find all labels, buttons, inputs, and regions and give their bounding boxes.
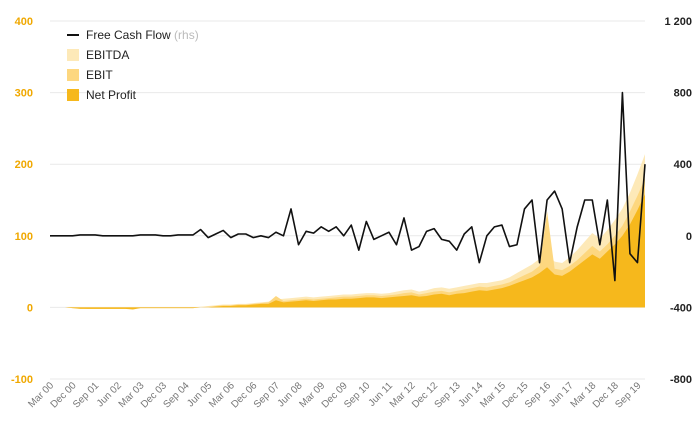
right-tick-label: 1 200 xyxy=(664,16,692,28)
legend-suffix: (rhs) xyxy=(171,28,199,42)
legend-swatch-ebitda xyxy=(67,49,79,61)
right-axis: 1 200 800 400 0 -400 -800 xyxy=(664,16,692,386)
legend-label: EBIT xyxy=(86,68,113,82)
left-tick-label: 200 xyxy=(15,159,33,171)
x-tick-label: Sep 16 xyxy=(523,380,553,410)
line-series xyxy=(50,91,646,282)
right-tick-label: -800 xyxy=(670,374,692,386)
left-tick-label: 300 xyxy=(15,88,33,100)
x-tick-label: Sep 10 xyxy=(342,380,372,410)
x-tick-label: Sep 07 xyxy=(252,380,282,410)
x-tick-label: Sep 13 xyxy=(433,380,463,410)
left-tick-label: 400 xyxy=(15,16,33,28)
left-tick-label: 100 xyxy=(15,231,33,243)
right-tick-label: -400 xyxy=(670,302,692,314)
x-tick-label: Sep 19 xyxy=(613,380,643,410)
legend: Free Cash Flow (rhs) EBITDA EBIT Net Profit xyxy=(67,28,199,102)
area-net-profit xyxy=(50,194,645,310)
legend-label: EBITDA xyxy=(86,48,129,62)
right-tick-label: 0 xyxy=(686,231,692,243)
right-tick-label: 400 xyxy=(674,159,692,171)
left-tick-label: -100 xyxy=(11,374,33,386)
area-series xyxy=(50,154,645,310)
gridlines xyxy=(50,20,645,380)
legend-swatch-net-profit xyxy=(67,89,79,101)
x-tick-label: Sep 01 xyxy=(71,380,101,410)
left-tick-label: 0 xyxy=(27,302,33,314)
legend-label: Free Cash Flow (rhs) xyxy=(86,28,199,42)
legend-label: Net Profit xyxy=(86,88,137,102)
x-tick-label: Sep 04 xyxy=(161,380,191,410)
legend-swatch-ebit xyxy=(67,69,79,81)
line-free-cash-flow xyxy=(50,91,646,282)
right-tick-label: 800 xyxy=(674,88,692,100)
left-axis: 400 300 200 100 0 -100 xyxy=(11,16,33,386)
